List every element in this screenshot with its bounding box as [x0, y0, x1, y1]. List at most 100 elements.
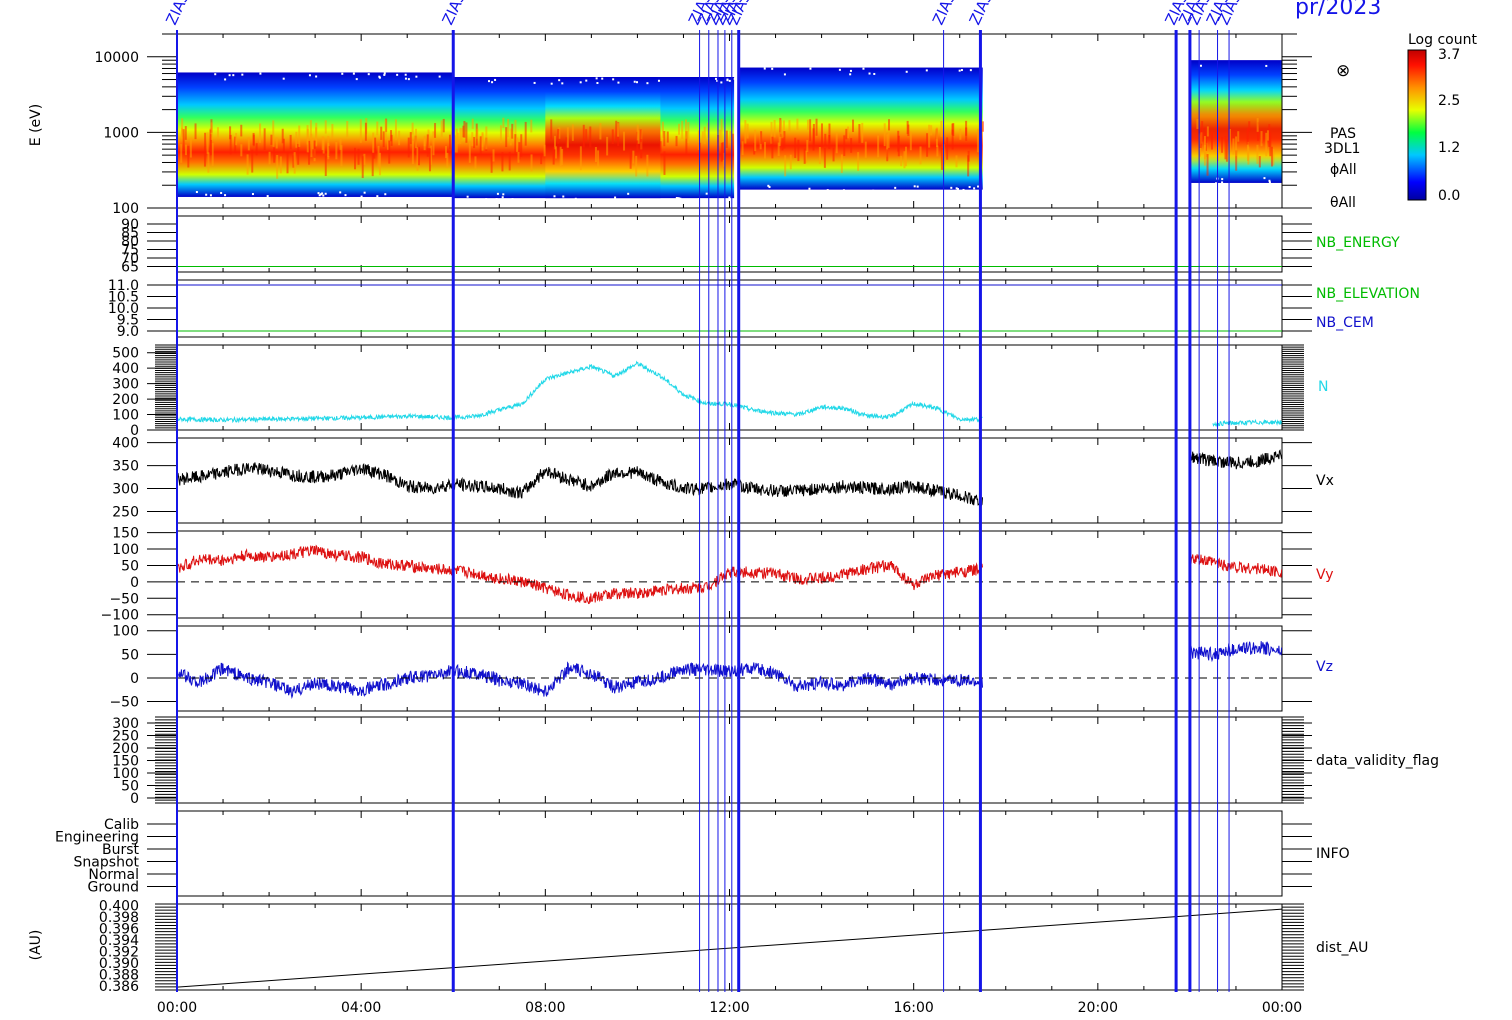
- y-tick-label: 100: [112, 542, 139, 558]
- spectrogram-texture: [722, 152, 725, 167]
- x-tick-label: 00:00: [157, 1000, 197, 1016]
- spectrogram-speckle: [1214, 182, 1217, 185]
- y-tick-label: Calib: [104, 817, 139, 833]
- spectrogram-texture: [448, 134, 451, 149]
- spectrogram-texture: [511, 123, 514, 139]
- spectrogram-texture: [321, 136, 324, 150]
- spectrogram-texture: [681, 120, 684, 140]
- spectrogram-texture: [282, 138, 285, 153]
- spectrogram-speckle: [826, 189, 829, 192]
- spectrogram-speckle: [550, 82, 553, 85]
- spectrogram-speckle: [384, 193, 387, 196]
- x-tick-label: 00:00: [1262, 1000, 1302, 1016]
- spectrogram-speckle: [913, 185, 916, 188]
- spectrogram-texture: [293, 152, 296, 174]
- spectrogram-speckle: [720, 81, 723, 84]
- spectrogram-texture: [1232, 138, 1235, 155]
- spectrogram-texture: [378, 152, 381, 176]
- colorbar: Log count 3.7 2.5 1.2 0.0: [1407, 32, 1477, 204]
- spectrogram-texture: [386, 138, 389, 150]
- spectrogram-texture: [417, 147, 420, 166]
- spectrogram-speckle: [224, 78, 227, 81]
- spectrogram-texture: [959, 128, 962, 140]
- y-tick-label: 150: [112, 526, 139, 542]
- spectrogram-texture: [684, 119, 687, 139]
- spectrogram-speckle: [849, 73, 852, 76]
- spectrogram-texture: [509, 128, 512, 146]
- spectrogram-speckle: [842, 189, 845, 192]
- y-tick-label: 300: [112, 716, 139, 732]
- spectrogram-texture: [930, 125, 933, 136]
- spectrogram-texture: [579, 146, 582, 171]
- spectrogram-texture: [428, 148, 431, 172]
- dist-au-line: [176, 908, 1283, 988]
- spectrogram-speckle: [783, 73, 786, 76]
- spectrogram-texture: [675, 135, 678, 147]
- spectrogram-texture: [1210, 131, 1213, 150]
- spectrogram-texture: [981, 121, 984, 132]
- y-tick-label: 100: [112, 408, 139, 424]
- spectrogram-texture: [861, 122, 864, 143]
- spectrogram-speckle: [1268, 179, 1271, 182]
- y-tick-label: 0: [130, 791, 139, 807]
- spectrogram-texture: [240, 144, 243, 157]
- spectrogram-texture: [832, 147, 835, 162]
- spectrogram-speckle: [241, 73, 244, 76]
- spectrogram-texture: [623, 131, 626, 151]
- spectrogram-texture: [589, 126, 592, 148]
- spectrogram-hot-region: [545, 76, 661, 199]
- spectrogram-speckle: [376, 195, 379, 198]
- spectrogram-texture: [857, 152, 860, 171]
- spectrogram-texture: [646, 154, 649, 177]
- vx-series-line: [176, 462, 983, 507]
- spectrogram-texture: [1235, 150, 1238, 171]
- spectrogram-speckle: [574, 197, 577, 200]
- spectrogram-texture: [566, 127, 569, 148]
- spectrogram-texture: [311, 138, 314, 150]
- spectrogram-texture: [184, 144, 187, 156]
- spectrogram-texture: [270, 134, 273, 145]
- spectrogram-speckle: [808, 187, 811, 190]
- spectrogram-speckle: [579, 81, 582, 84]
- spectrogram-texture: [561, 148, 564, 166]
- spectrogram-texture: [632, 150, 635, 164]
- y-tick-label: 150: [112, 754, 139, 770]
- y-tick-label: 400: [112, 436, 139, 452]
- spectrogram-label-pas: PAS: [1330, 126, 1356, 142]
- spectrogram-speckle: [595, 77, 598, 80]
- spectrogram-texture: [211, 143, 214, 166]
- y-tick-label: 90: [121, 217, 139, 233]
- y-tick-label: 100: [112, 766, 139, 782]
- spectrogram-speckle: [905, 70, 908, 73]
- spectrogram-texture: [820, 123, 823, 147]
- colorbar-tick-label: 2.5: [1438, 93, 1460, 109]
- spectrogram-texture: [850, 138, 853, 153]
- spectrogram-texture: [1256, 144, 1259, 164]
- spectrogram-texture: [636, 124, 639, 141]
- spectrogram-texture: [907, 124, 910, 137]
- y-tick-label: 10.0: [108, 301, 139, 317]
- series-label-vy: Vy: [1316, 567, 1334, 583]
- spectrogram-texture: [530, 154, 533, 172]
- spectrogram-speckle: [558, 79, 561, 82]
- spectrogram-texture: [377, 145, 380, 167]
- spectrogram-texture: [926, 133, 929, 157]
- spectrogram-speckle: [205, 193, 208, 196]
- spectrogram-texture: [552, 147, 555, 165]
- spectrogram-texture: [639, 129, 642, 143]
- spectrogram-texture: [398, 130, 401, 146]
- spectrogram-texture: [394, 119, 397, 140]
- spectrogram-speckle: [767, 184, 770, 187]
- spectrogram-texture: [471, 118, 474, 129]
- y-tick-label: 0.388: [99, 968, 139, 984]
- spectrogram-speckle: [675, 197, 678, 200]
- spectrogram-speckle: [282, 77, 285, 80]
- spectrogram-texture: [246, 154, 249, 175]
- spectrogram-texture: [459, 127, 462, 144]
- spectrogram-texture: [678, 123, 681, 135]
- spectrogram-texture: [1248, 121, 1251, 132]
- spectrogram-texture: [784, 155, 787, 177]
- spectrogram-texture: [423, 137, 426, 151]
- spectrogram-texture: [335, 142, 338, 160]
